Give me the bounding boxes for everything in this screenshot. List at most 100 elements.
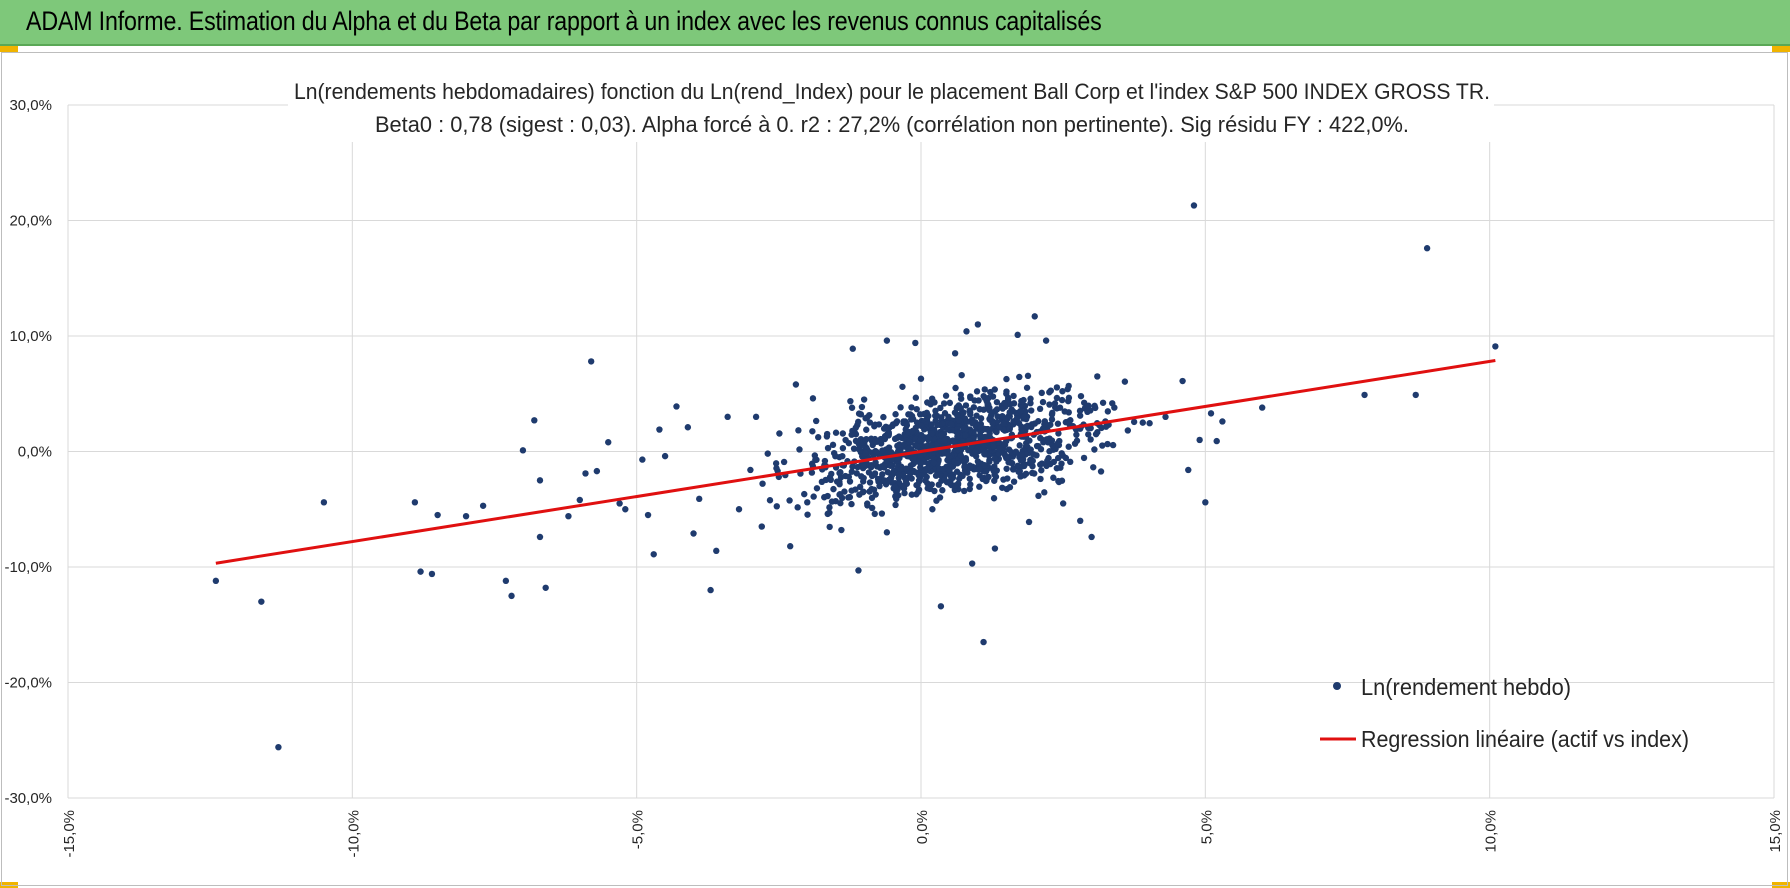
- data-point: [1054, 420, 1062, 427]
- data-point: [735, 506, 743, 513]
- data-point: [881, 462, 888, 470]
- data-point: [1051, 400, 1059, 407]
- data-point: [582, 470, 589, 477]
- data-point: [1121, 378, 1129, 385]
- data-point: [939, 420, 946, 427]
- data-point: [937, 431, 945, 439]
- data-point: [713, 547, 720, 555]
- data-point: [804, 511, 811, 518]
- data-point: [684, 424, 692, 431]
- regression-line: [215, 359, 1496, 565]
- data-point: [860, 461, 867, 468]
- data-point: [1055, 477, 1062, 485]
- data-point: [1021, 413, 1028, 421]
- data-point: [927, 421, 935, 428]
- data-point: [1109, 400, 1116, 407]
- data-point: [928, 441, 935, 449]
- data-point: [536, 533, 544, 541]
- data-point: [972, 447, 979, 455]
- data-point: [977, 415, 985, 422]
- data-point: [848, 404, 856, 411]
- data-point: [1104, 440, 1111, 448]
- data-point: [1361, 391, 1368, 399]
- data-point: [970, 404, 978, 411]
- data-point: [644, 511, 652, 519]
- data-point: [752, 413, 760, 421]
- data-point: [1027, 395, 1034, 402]
- data-point: [981, 386, 988, 393]
- data-point: [995, 450, 1003, 457]
- data-point: [963, 328, 970, 335]
- data-point: [954, 460, 961, 467]
- data-point: [1102, 423, 1110, 430]
- data-point: [929, 506, 936, 513]
- data-point: [862, 449, 869, 457]
- data-point: [931, 412, 939, 419]
- data-point: [962, 402, 970, 409]
- data-point: [829, 441, 837, 449]
- data-point: [1049, 442, 1056, 449]
- data-point: [826, 523, 833, 531]
- data-point: [212, 577, 220, 585]
- chart-frame: [1, 52, 1788, 886]
- data-point: [980, 406, 987, 413]
- data-point: [794, 504, 801, 511]
- data-point: [519, 447, 527, 454]
- x-tick-label: 10,0%: [1483, 810, 1500, 853]
- data-point: [993, 398, 1001, 406]
- data-point: [833, 478, 841, 485]
- data-point: [850, 445, 858, 452]
- data-point: [1010, 478, 1018, 485]
- data-point: [1146, 420, 1153, 427]
- data-point: [973, 388, 981, 395]
- y-tick-label: 0,0%: [18, 444, 52, 461]
- data-point: [908, 416, 915, 423]
- data-point: [937, 404, 944, 412]
- data-point: [1091, 402, 1098, 410]
- data-point: [1004, 394, 1012, 402]
- data-point: [967, 411, 974, 418]
- data-point: [985, 394, 992, 402]
- data-point: [1048, 437, 1056, 444]
- data-point: [1012, 448, 1020, 455]
- data-point: [1021, 461, 1029, 468]
- data-point: [880, 413, 887, 421]
- data-point: [1207, 410, 1215, 417]
- data-point: [1071, 440, 1079, 447]
- data-point: [912, 435, 919, 443]
- data-point: [848, 468, 856, 475]
- x-tick-label: -5,0%: [630, 810, 647, 849]
- data-point: [879, 447, 886, 454]
- corner-marker: [1772, 46, 1790, 52]
- data-point: [1077, 517, 1084, 524]
- data-point: [832, 452, 839, 460]
- data-point: [892, 492, 900, 500]
- data-point: [892, 411, 899, 418]
- data-point: [891, 483, 899, 490]
- data-point: [842, 436, 849, 444]
- data-point: [1027, 399, 1034, 407]
- data-point: [1018, 428, 1026, 435]
- data-point: [1035, 492, 1042, 500]
- data-point: [1130, 418, 1138, 426]
- data-point: [1087, 436, 1094, 443]
- data-point: [1018, 397, 1025, 405]
- corner-marker: [0, 46, 18, 52]
- data-point: [916, 437, 924, 444]
- data-point: [747, 466, 754, 474]
- data-point: [650, 551, 657, 558]
- data-point: [1046, 389, 1053, 396]
- data-point: [821, 457, 829, 465]
- data-point: [707, 586, 714, 594]
- data-point: [863, 426, 870, 433]
- data-point: [863, 414, 871, 421]
- data-point: [696, 495, 703, 503]
- data-point: [967, 464, 974, 472]
- data-point: [969, 420, 976, 427]
- data-point: [826, 509, 833, 516]
- y-tick-label: 20,0%: [9, 213, 52, 230]
- data-point: [994, 413, 1001, 420]
- data-point: [1013, 415, 1021, 422]
- data-point: [980, 638, 987, 646]
